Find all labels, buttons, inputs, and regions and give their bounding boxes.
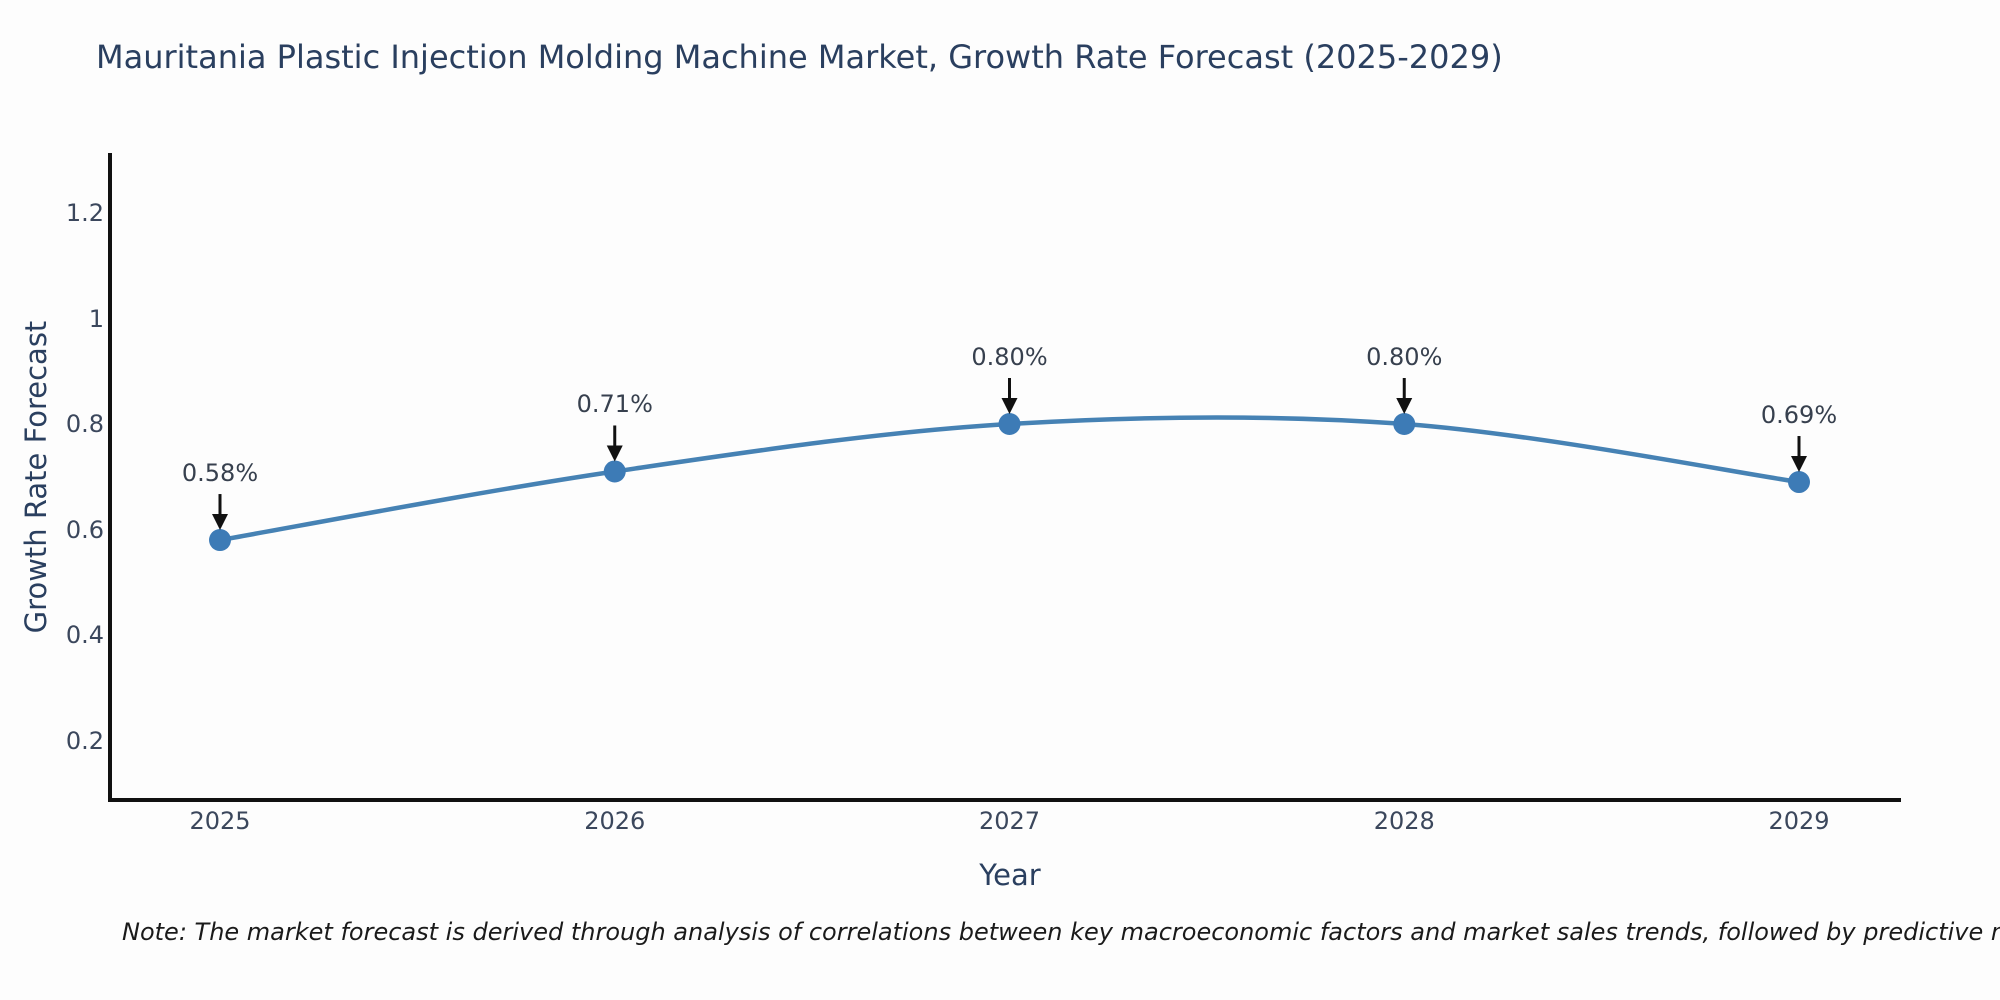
annotation-arrowhead-icon xyxy=(1396,398,1413,414)
y-tick-label: 0.4 xyxy=(65,621,104,649)
data-point-marker[interactable] xyxy=(209,529,231,552)
y-tick-label: 0.8 xyxy=(65,410,104,438)
annotation-arrowhead-icon xyxy=(212,514,228,531)
y-axis-line xyxy=(108,153,112,802)
y-tick-label: 0.6 xyxy=(65,515,104,544)
footnote: Note: The market forecast is derived thr… xyxy=(122,918,2000,946)
data-point-marker[interactable] xyxy=(603,460,626,483)
chart-title: Mauritania Plastic Injection Molding Mac… xyxy=(96,38,1503,76)
data-point-marker[interactable] xyxy=(1393,413,1416,435)
annotation-arrowhead-icon xyxy=(1791,456,1807,473)
x-tick-label: 2025 xyxy=(189,807,251,835)
series-line xyxy=(219,415,1800,543)
y-tick-label: 1 xyxy=(88,304,104,333)
data-point-marker[interactable] xyxy=(998,413,1021,435)
x-axis-title: Year xyxy=(979,858,1041,892)
x-axis-line xyxy=(108,798,1901,802)
point-annotation: 0.69% xyxy=(1760,401,1838,430)
data-point-marker[interactable] xyxy=(1788,471,1810,494)
y-tick-label: 1.2 xyxy=(65,199,104,227)
x-tick-label: 2028 xyxy=(1373,807,1435,835)
point-annotation: 0.80% xyxy=(1366,343,1443,371)
point-annotation: 0.58% xyxy=(181,459,259,488)
y-tick-label: 0.2 xyxy=(65,726,104,755)
annotation-arrowhead-icon xyxy=(1001,398,1018,414)
x-tick-label: 2027 xyxy=(978,807,1041,835)
annotation-arrowhead-icon xyxy=(606,445,623,462)
x-tick-label: 2026 xyxy=(584,807,646,835)
point-annotation: 0.71% xyxy=(576,390,653,419)
point-annotation: 0.80% xyxy=(971,343,1048,371)
x-tick-label: 2029 xyxy=(1768,807,1830,835)
